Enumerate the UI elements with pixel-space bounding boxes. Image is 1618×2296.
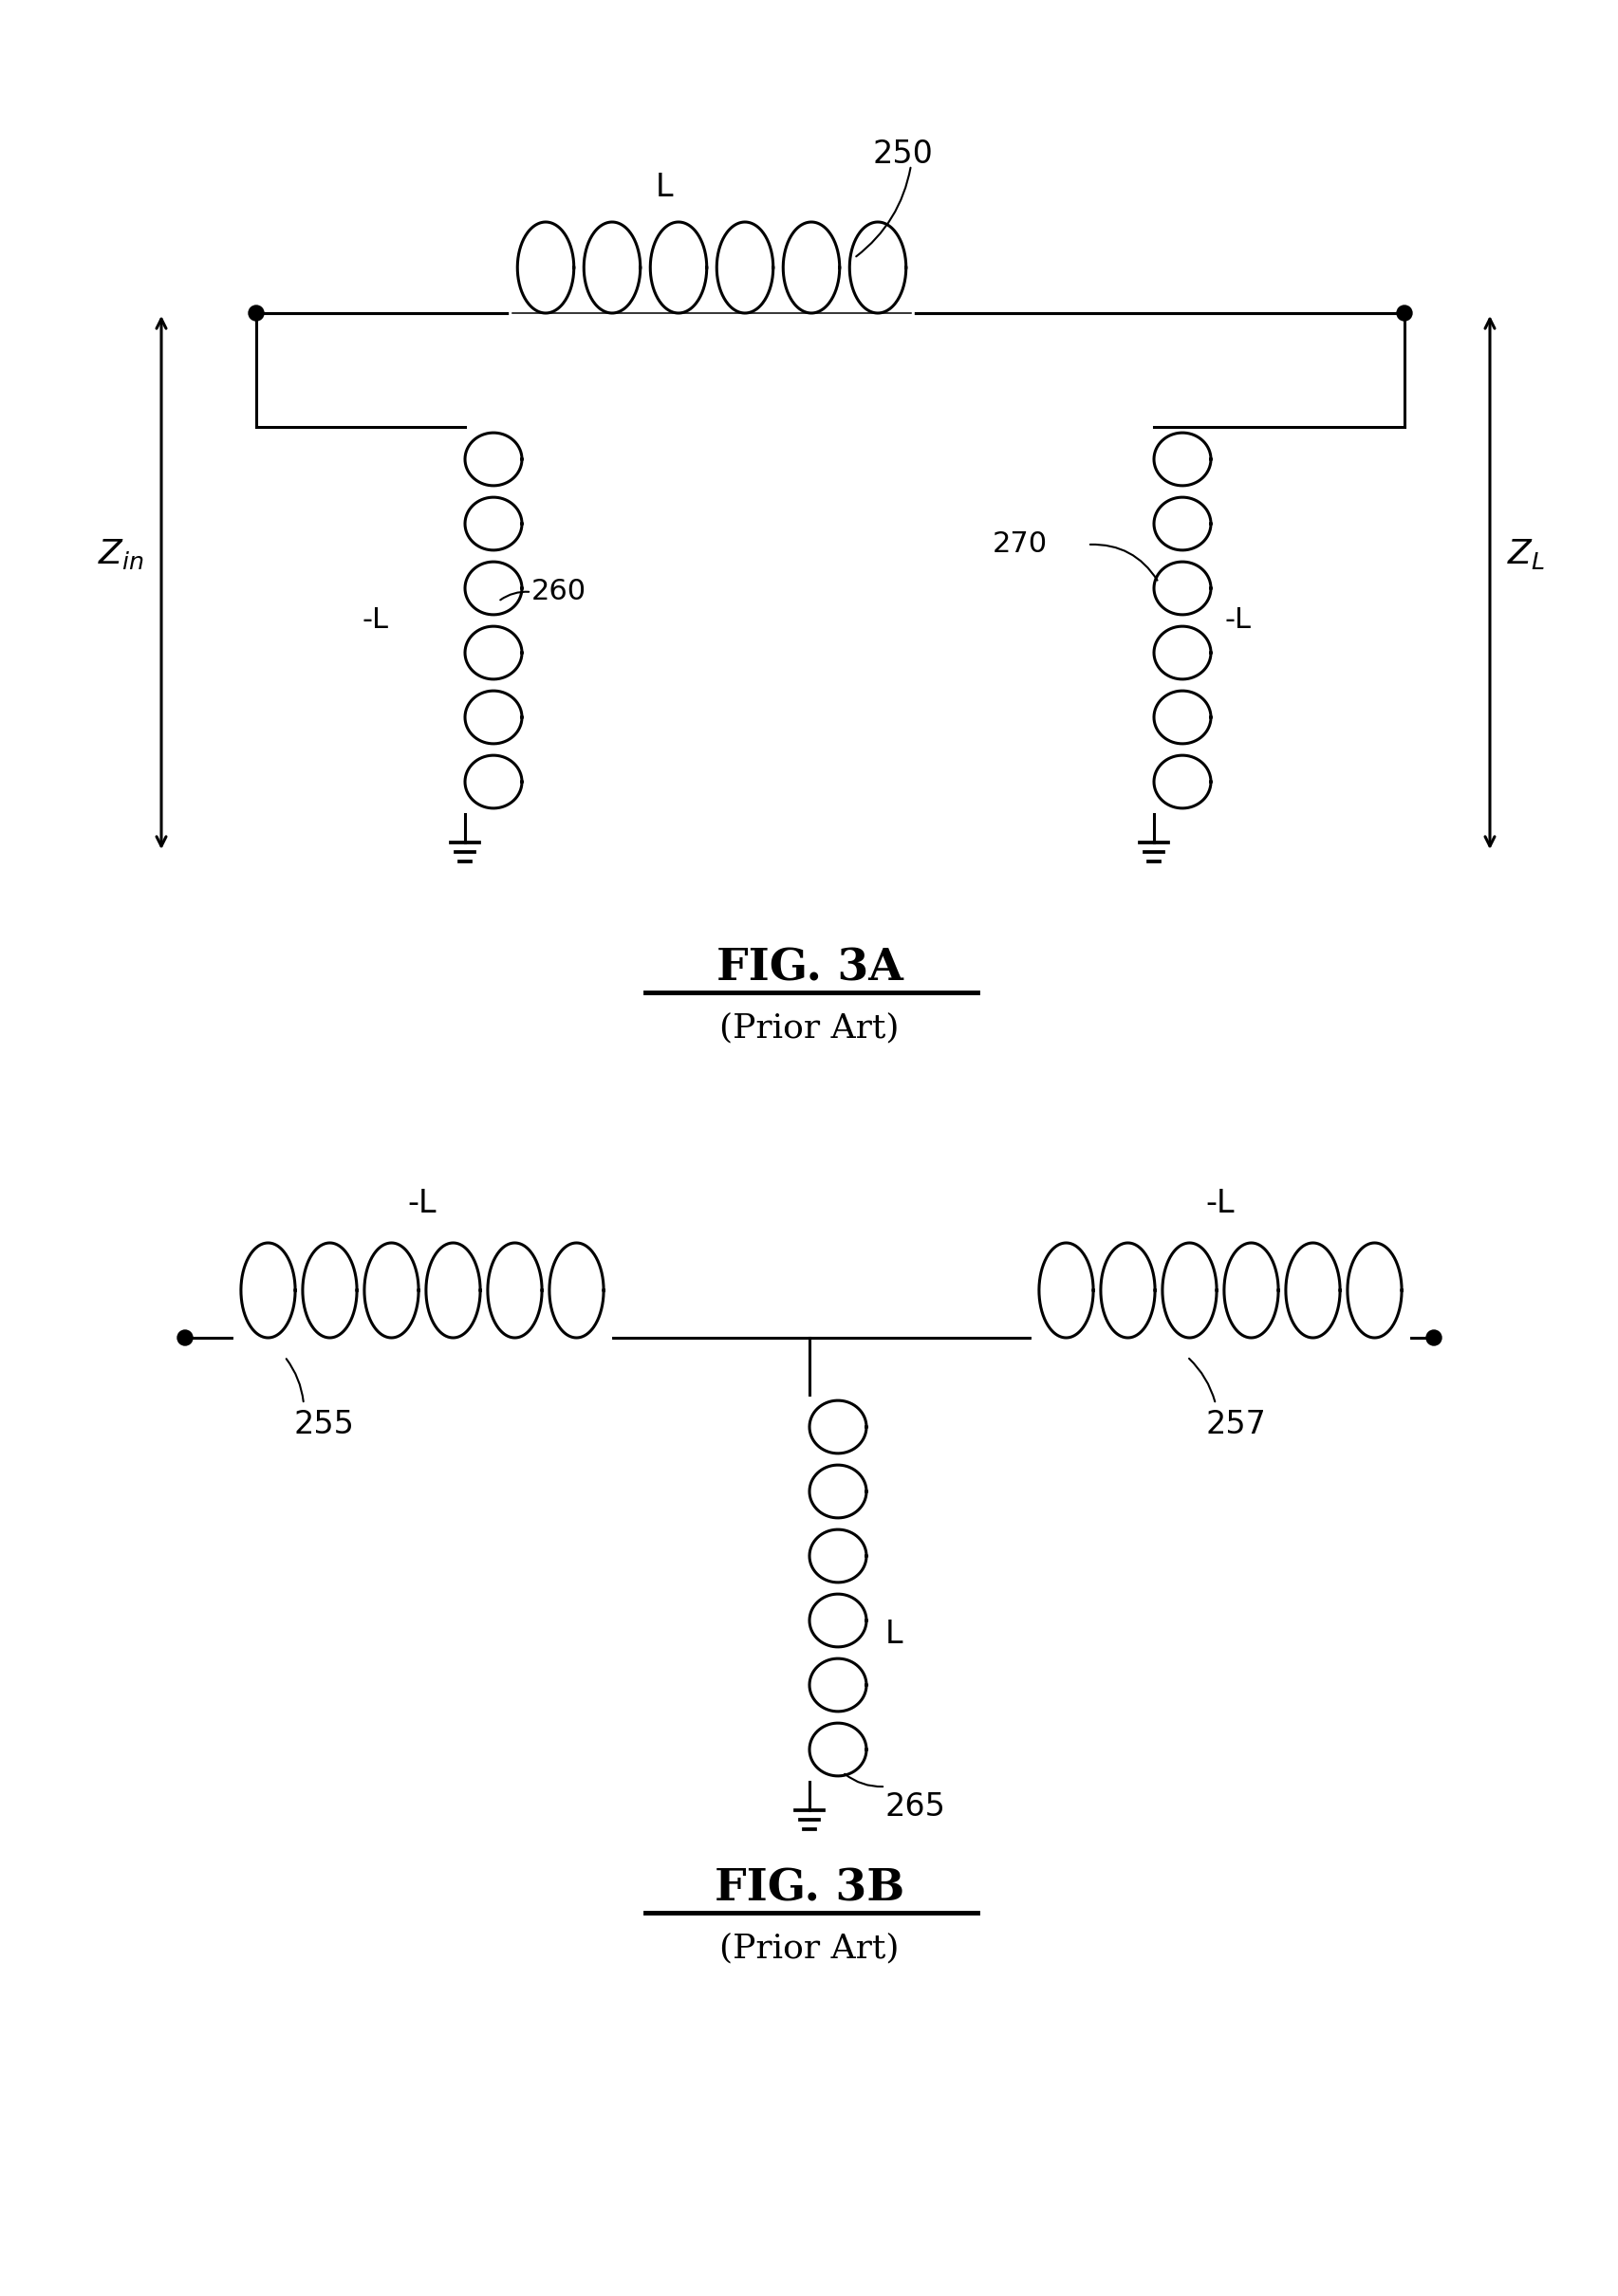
Text: 257: 257 <box>1205 1410 1265 1440</box>
Text: -L: -L <box>1225 606 1251 634</box>
Text: $Z_L$: $Z_L$ <box>1506 537 1544 572</box>
Text: (Prior Art): (Prior Art) <box>718 1010 900 1045</box>
Text: (Prior Art): (Prior Art) <box>718 1931 900 1963</box>
Text: FIG. 3B: FIG. 3B <box>714 1867 904 1910</box>
Text: -L: -L <box>1205 1187 1235 1219</box>
Text: 260: 260 <box>531 579 586 606</box>
Text: FIG. 3A: FIG. 3A <box>715 946 903 990</box>
Text: $Z_{in}$: $Z_{in}$ <box>97 537 144 572</box>
Text: L: L <box>655 172 673 202</box>
Text: 265: 265 <box>885 1791 945 1823</box>
Circle shape <box>1425 1329 1440 1345</box>
Circle shape <box>249 305 264 321</box>
Text: -L: -L <box>408 1187 437 1219</box>
Circle shape <box>1396 305 1411 321</box>
Text: -L: -L <box>362 606 388 634</box>
Text: 255: 255 <box>294 1410 354 1440</box>
Text: L: L <box>885 1619 903 1651</box>
Text: 270: 270 <box>992 530 1047 558</box>
Circle shape <box>178 1329 193 1345</box>
Text: 250: 250 <box>872 138 934 170</box>
